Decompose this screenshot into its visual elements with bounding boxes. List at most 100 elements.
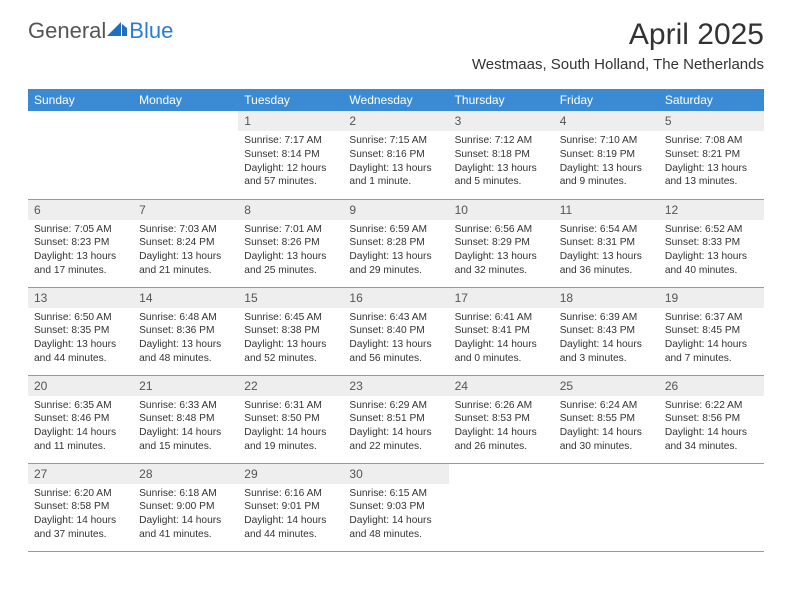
day-number: 13 <box>28 288 133 308</box>
day-details: Sunrise: 7:03 AMSunset: 8:24 PMDaylight:… <box>133 220 238 283</box>
day-number: 23 <box>343 376 448 396</box>
day-number: 22 <box>238 376 343 396</box>
logo-text-general: General <box>28 18 106 44</box>
day-header: Saturday <box>659 89 764 111</box>
calendar-cell: 19Sunrise: 6:37 AMSunset: 8:45 PMDayligh… <box>659 287 764 375</box>
day-details: Sunrise: 6:52 AMSunset: 8:33 PMDaylight:… <box>659 220 764 283</box>
day-details: Sunrise: 6:22 AMSunset: 8:56 PMDaylight:… <box>659 396 764 459</box>
calendar-row: 13Sunrise: 6:50 AMSunset: 8:35 PMDayligh… <box>28 287 764 375</box>
calendar-cell: 4Sunrise: 7:10 AMSunset: 8:19 PMDaylight… <box>554 111 659 199</box>
calendar-cell <box>554 463 659 551</box>
day-details: Sunrise: 6:50 AMSunset: 8:35 PMDaylight:… <box>28 308 133 371</box>
day-details: Sunrise: 6:43 AMSunset: 8:40 PMDaylight:… <box>343 308 448 371</box>
day-number: 16 <box>343 288 448 308</box>
day-details: Sunrise: 6:15 AMSunset: 9:03 PMDaylight:… <box>343 484 448 547</box>
day-number: 17 <box>449 288 554 308</box>
day-number: 9 <box>343 200 448 220</box>
calendar-row: 20Sunrise: 6:35 AMSunset: 8:46 PMDayligh… <box>28 375 764 463</box>
calendar-cell: 27Sunrise: 6:20 AMSunset: 8:58 PMDayligh… <box>28 463 133 551</box>
calendar-cell: 10Sunrise: 6:56 AMSunset: 8:29 PMDayligh… <box>449 199 554 287</box>
day-details: Sunrise: 6:18 AMSunset: 9:00 PMDaylight:… <box>133 484 238 547</box>
calendar-cell: 5Sunrise: 7:08 AMSunset: 8:21 PMDaylight… <box>659 111 764 199</box>
day-number: 20 <box>28 376 133 396</box>
logo-text-blue: Blue <box>129 18 173 44</box>
calendar-cell: 13Sunrise: 6:50 AMSunset: 8:35 PMDayligh… <box>28 287 133 375</box>
calendar-cell: 9Sunrise: 6:59 AMSunset: 8:28 PMDaylight… <box>343 199 448 287</box>
day-header: Thursday <box>449 89 554 111</box>
calendar-cell: 23Sunrise: 6:29 AMSunset: 8:51 PMDayligh… <box>343 375 448 463</box>
calendar-cell <box>449 463 554 551</box>
calendar-cell: 17Sunrise: 6:41 AMSunset: 8:41 PMDayligh… <box>449 287 554 375</box>
calendar-cell: 26Sunrise: 6:22 AMSunset: 8:56 PMDayligh… <box>659 375 764 463</box>
day-number: 3 <box>449 111 554 131</box>
calendar-cell: 28Sunrise: 6:18 AMSunset: 9:00 PMDayligh… <box>133 463 238 551</box>
calendar-cell: 22Sunrise: 6:31 AMSunset: 8:50 PMDayligh… <box>238 375 343 463</box>
calendar-cell: 8Sunrise: 7:01 AMSunset: 8:26 PMDaylight… <box>238 199 343 287</box>
day-details: Sunrise: 6:48 AMSunset: 8:36 PMDaylight:… <box>133 308 238 371</box>
calendar-cell: 24Sunrise: 6:26 AMSunset: 8:53 PMDayligh… <box>449 375 554 463</box>
day-number: 21 <box>133 376 238 396</box>
day-number: 27 <box>28 464 133 484</box>
day-details: Sunrise: 6:41 AMSunset: 8:41 PMDaylight:… <box>449 308 554 371</box>
day-number: 6 <box>28 200 133 220</box>
day-number: 25 <box>554 376 659 396</box>
calendar-row: 6Sunrise: 7:05 AMSunset: 8:23 PMDaylight… <box>28 199 764 287</box>
day-number: 18 <box>554 288 659 308</box>
calendar-cell: 29Sunrise: 6:16 AMSunset: 9:01 PMDayligh… <box>238 463 343 551</box>
calendar-cell: 30Sunrise: 6:15 AMSunset: 9:03 PMDayligh… <box>343 463 448 551</box>
day-number: 28 <box>133 464 238 484</box>
day-details: Sunrise: 6:33 AMSunset: 8:48 PMDaylight:… <box>133 396 238 459</box>
calendar-table: Sunday Monday Tuesday Wednesday Thursday… <box>28 89 764 552</box>
day-details: Sunrise: 6:20 AMSunset: 8:58 PMDaylight:… <box>28 484 133 547</box>
day-details: Sunrise: 6:35 AMSunset: 8:46 PMDaylight:… <box>28 396 133 459</box>
calendar-cell: 2Sunrise: 7:15 AMSunset: 8:16 PMDaylight… <box>343 111 448 199</box>
calendar-cell: 16Sunrise: 6:43 AMSunset: 8:40 PMDayligh… <box>343 287 448 375</box>
month-title: April 2025 <box>472 18 764 52</box>
calendar-cell: 3Sunrise: 7:12 AMSunset: 8:18 PMDaylight… <box>449 111 554 199</box>
title-block: April 2025 Westmaas, South Holland, The … <box>472 18 764 73</box>
day-number: 2 <box>343 111 448 131</box>
day-details: Sunrise: 6:56 AMSunset: 8:29 PMDaylight:… <box>449 220 554 283</box>
calendar-header-row: Sunday Monday Tuesday Wednesday Thursday… <box>28 89 764 111</box>
day-number: 24 <box>449 376 554 396</box>
day-details: Sunrise: 7:01 AMSunset: 8:26 PMDaylight:… <box>238 220 343 283</box>
day-details: Sunrise: 6:37 AMSunset: 8:45 PMDaylight:… <box>659 308 764 371</box>
logo: General Blue <box>28 18 173 44</box>
calendar-body: 1Sunrise: 7:17 AMSunset: 8:14 PMDaylight… <box>28 111 764 551</box>
day-number: 7 <box>133 200 238 220</box>
calendar-cell: 18Sunrise: 6:39 AMSunset: 8:43 PMDayligh… <box>554 287 659 375</box>
calendar-cell: 1Sunrise: 7:17 AMSunset: 8:14 PMDaylight… <box>238 111 343 199</box>
day-header: Wednesday <box>343 89 448 111</box>
day-details: Sunrise: 6:26 AMSunset: 8:53 PMDaylight:… <box>449 396 554 459</box>
day-details: Sunrise: 6:29 AMSunset: 8:51 PMDaylight:… <box>343 396 448 459</box>
day-header: Sunday <box>28 89 133 111</box>
day-details: Sunrise: 7:15 AMSunset: 8:16 PMDaylight:… <box>343 131 448 194</box>
calendar-cell: 25Sunrise: 6:24 AMSunset: 8:55 PMDayligh… <box>554 375 659 463</box>
calendar-row: 27Sunrise: 6:20 AMSunset: 8:58 PMDayligh… <box>28 463 764 551</box>
calendar-cell: 15Sunrise: 6:45 AMSunset: 8:38 PMDayligh… <box>238 287 343 375</box>
day-details: Sunrise: 6:54 AMSunset: 8:31 PMDaylight:… <box>554 220 659 283</box>
day-number: 5 <box>659 111 764 131</box>
header: General Blue April 2025 Westmaas, South … <box>0 0 792 81</box>
day-header: Monday <box>133 89 238 111</box>
day-number: 10 <box>449 200 554 220</box>
day-number: 15 <box>238 288 343 308</box>
day-number: 14 <box>133 288 238 308</box>
calendar-cell <box>133 111 238 199</box>
day-details: Sunrise: 7:17 AMSunset: 8:14 PMDaylight:… <box>238 131 343 194</box>
day-details: Sunrise: 7:10 AMSunset: 8:19 PMDaylight:… <box>554 131 659 194</box>
calendar-cell <box>659 463 764 551</box>
calendar-cell: 6Sunrise: 7:05 AMSunset: 8:23 PMDaylight… <box>28 199 133 287</box>
day-number: 8 <box>238 200 343 220</box>
day-header: Friday <box>554 89 659 111</box>
calendar-cell: 12Sunrise: 6:52 AMSunset: 8:33 PMDayligh… <box>659 199 764 287</box>
day-details: Sunrise: 6:24 AMSunset: 8:55 PMDaylight:… <box>554 396 659 459</box>
day-details: Sunrise: 7:08 AMSunset: 8:21 PMDaylight:… <box>659 131 764 194</box>
calendar-cell: 21Sunrise: 6:33 AMSunset: 8:48 PMDayligh… <box>133 375 238 463</box>
day-number: 4 <box>554 111 659 131</box>
day-details: Sunrise: 6:16 AMSunset: 9:01 PMDaylight:… <box>238 484 343 547</box>
calendar-cell: 20Sunrise: 6:35 AMSunset: 8:46 PMDayligh… <box>28 375 133 463</box>
day-number: 1 <box>238 111 343 131</box>
day-details: Sunrise: 6:59 AMSunset: 8:28 PMDaylight:… <box>343 220 448 283</box>
day-details: Sunrise: 6:31 AMSunset: 8:50 PMDaylight:… <box>238 396 343 459</box>
